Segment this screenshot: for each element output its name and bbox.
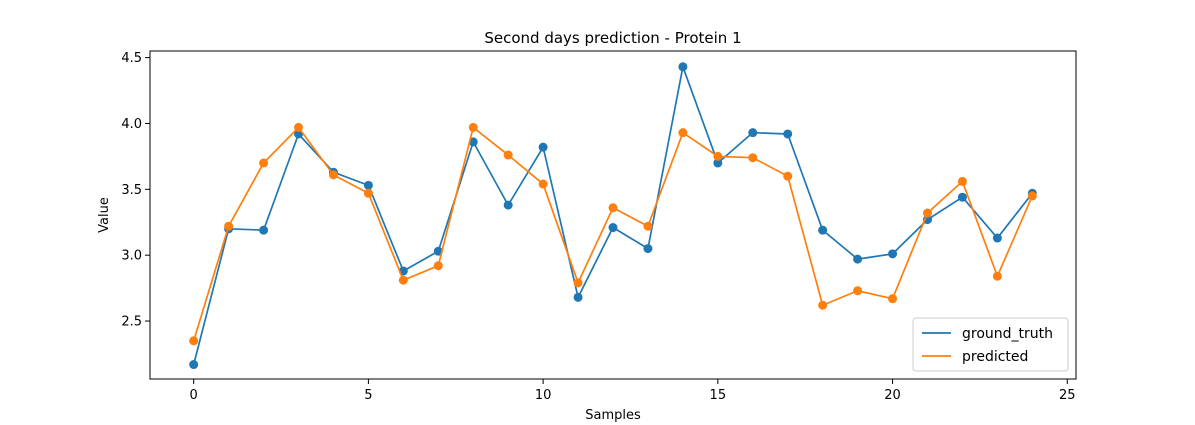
data-point-ground-truth — [678, 62, 688, 72]
legend-box — [912, 317, 1069, 372]
data-point-predicted — [888, 294, 898, 304]
data-point-ground-truth — [713, 158, 723, 168]
data-point-predicted — [957, 176, 967, 186]
y-tick-label: 2.5 — [121, 315, 142, 330]
data-point-predicted — [538, 179, 548, 189]
data-point-ground-truth — [853, 254, 863, 264]
data-point-predicted — [433, 261, 443, 271]
y-tick-label: 3.0 — [121, 249, 142, 264]
data-point-predicted — [818, 300, 828, 310]
data-point-ground-truth — [538, 142, 548, 152]
x-tick-label: 25 — [1059, 388, 1076, 403]
data-point-ground-truth — [992, 233, 1002, 243]
legend-label-ground-truth: ground_truth — [962, 326, 1053, 342]
data-point-ground-truth — [748, 128, 758, 138]
data-point-predicted — [294, 122, 304, 132]
data-point-predicted — [224, 221, 234, 231]
legend-label-predicted: predicted — [962, 349, 1028, 365]
data-point-predicted — [643, 221, 653, 231]
data-point-ground-truth — [363, 180, 373, 190]
data-point-predicted — [363, 188, 373, 198]
x-tick-label: 20 — [884, 388, 901, 403]
y-axis-title: Value — [97, 197, 112, 233]
data-point-ground-truth — [643, 244, 653, 254]
data-point-predicted — [608, 203, 618, 213]
data-point-ground-truth — [888, 249, 898, 259]
data-point-predicted — [328, 170, 338, 180]
data-point-ground-truth — [957, 192, 967, 202]
data-point-ground-truth — [189, 360, 199, 370]
plot-area — [189, 62, 1037, 370]
data-point-predicted — [573, 278, 583, 288]
data-point-predicted — [503, 150, 513, 160]
data-point-predicted — [992, 271, 1002, 281]
data-point-ground-truth — [608, 223, 618, 233]
y-tick-label: 3.5 — [121, 183, 142, 198]
x-tick-label: 15 — [710, 388, 727, 403]
data-point-ground-truth — [818, 225, 828, 235]
chart-title: Second days prediction - Protein 1 — [484, 29, 741, 47]
data-point-predicted — [713, 151, 723, 161]
data-point-predicted — [259, 158, 269, 168]
x-tick-label: 0 — [190, 388, 198, 403]
data-point-ground-truth — [503, 200, 513, 210]
data-point-predicted — [922, 208, 932, 218]
y-tick-label: 4.0 — [121, 117, 142, 132]
data-point-predicted — [678, 128, 688, 138]
data-point-predicted — [468, 122, 478, 132]
data-point-ground-truth — [783, 129, 793, 139]
data-point-predicted — [853, 286, 863, 296]
x-tick-label: 5 — [364, 388, 372, 403]
axes: 0 5 10 15 20 25 2.5 3.0 3.5 4.0 4.5 — [121, 50, 1077, 403]
x-tick-label: 10 — [535, 388, 552, 403]
legend: ground_truth predicted — [912, 317, 1069, 372]
data-point-predicted — [398, 275, 408, 285]
x-axis-title: Samples — [585, 408, 641, 423]
data-point-predicted — [748, 153, 758, 163]
data-point-predicted — [1027, 191, 1037, 201]
axes-frame — [149, 50, 1077, 380]
data-point-ground-truth — [259, 225, 269, 235]
y-tick-label: 4.5 — [121, 51, 142, 66]
data-point-predicted — [783, 171, 793, 181]
data-point-predicted — [189, 336, 199, 346]
data-point-ground-truth — [573, 292, 583, 302]
